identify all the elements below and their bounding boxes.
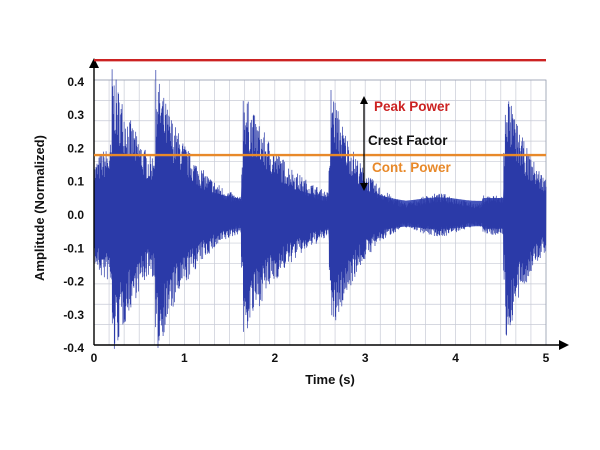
y-tick-label: 0.1: [67, 175, 84, 189]
y-tick-label: 0.3: [67, 108, 84, 122]
x-axis-title: Time (s): [305, 372, 355, 387]
y-tick-label: -0.3: [63, 308, 84, 322]
y-tick-label: -0.2: [63, 275, 84, 289]
crest-arrow-head-down: [360, 183, 368, 191]
x-tick-label: 4: [452, 351, 459, 365]
x-tick-label: 3: [362, 351, 369, 365]
y-axis-title: Amplitude (Normalized): [32, 135, 47, 281]
crest-arrow-head-up: [360, 96, 368, 104]
x-axis-arrow: [559, 340, 569, 350]
peak-power-label: Peak Power: [374, 99, 451, 114]
y-tick-label: -0.1: [63, 241, 84, 255]
waveform: [93, 69, 547, 349]
reference-lines: [94, 58, 546, 157]
x-tick-label: 2: [271, 351, 278, 365]
x-tick-label: 5: [543, 351, 550, 365]
cont-power-label: Cont. Power: [372, 160, 451, 175]
x-tick-label: 1: [181, 351, 188, 365]
y-tick-label: 0.4: [67, 75, 84, 89]
crest-factor-label: Crest Factor: [368, 133, 448, 148]
tick-labels: 0 1 2 3 4 5 0.4 0.3 0.2 0.1 0.0 -0.1 -0.2 -0.3 -0.4: [63, 75, 549, 365]
y-tick-label: 0.2: [67, 141, 84, 155]
y-axis-arrow: [89, 58, 99, 68]
waveform-line: [93, 69, 547, 349]
axes: [89, 58, 569, 350]
x-tick-label: 0: [91, 351, 98, 365]
y-tick-label: 0.0: [67, 208, 84, 222]
y-tick-label: -0.4: [63, 341, 84, 355]
